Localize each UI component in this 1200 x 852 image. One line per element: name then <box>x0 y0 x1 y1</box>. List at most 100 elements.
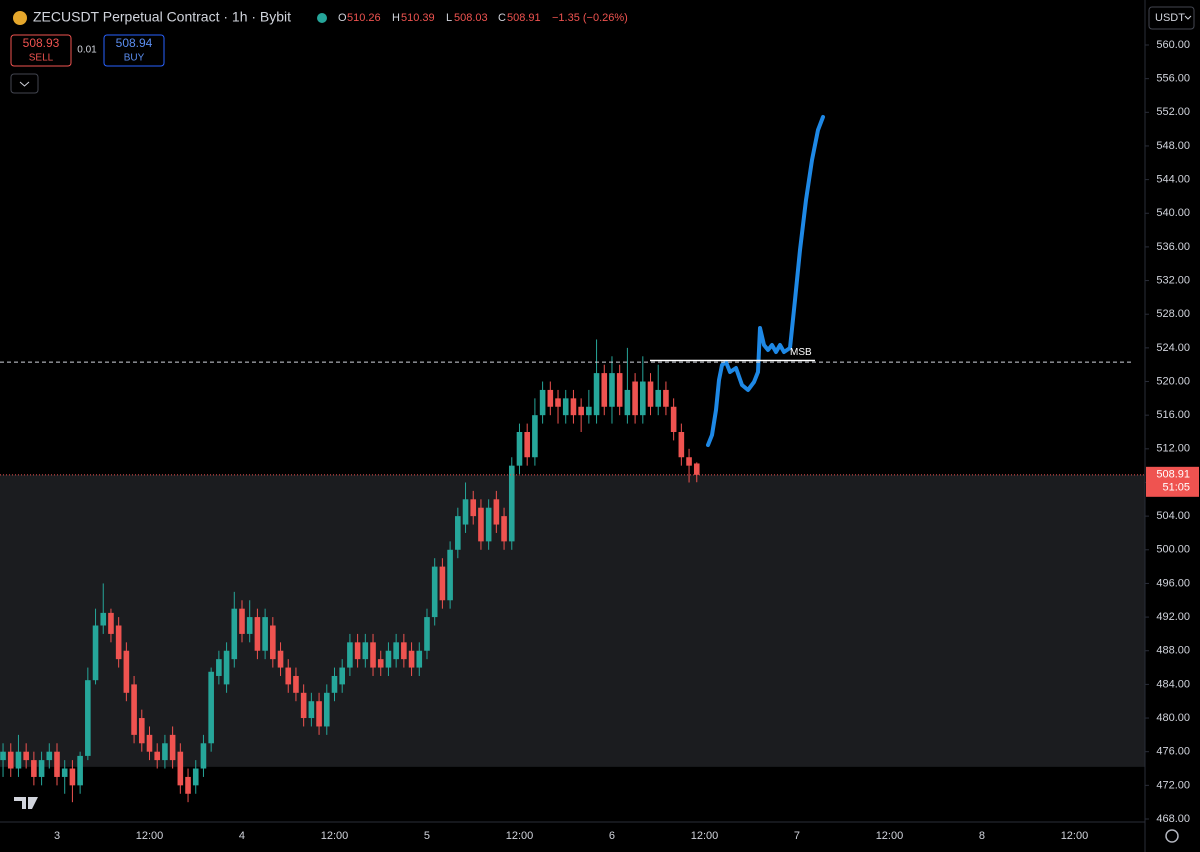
candle-body <box>146 734 153 752</box>
y-tick-label: 532.00 <box>1156 274 1190 286</box>
candle-body <box>131 684 137 735</box>
price-tag <box>1146 466 1199 497</box>
candle-body <box>77 755 83 786</box>
candle-body <box>316 701 322 727</box>
candle-body <box>655 389 662 407</box>
candle-body <box>123 650 130 693</box>
ohlc-value: 510.39 <box>401 12 435 24</box>
candle-body <box>223 650 230 685</box>
y-tick-label: 540.00 <box>1156 207 1190 219</box>
candle-body <box>616 373 623 407</box>
buy-label[interactable]: BUY <box>124 53 145 64</box>
candle-body <box>455 516 461 550</box>
candle-body <box>192 768 199 786</box>
candle-body <box>393 642 399 660</box>
candle-body <box>663 389 669 407</box>
candle-body <box>15 751 22 769</box>
ohlc-key: H <box>392 12 400 24</box>
y-tick-label: 472.00 <box>1156 779 1190 791</box>
candle-body <box>485 507 492 542</box>
sell-price[interactable]: 508.93 <box>23 36 60 50</box>
x-tick-label: 3 <box>54 830 60 842</box>
candle-body <box>270 625 276 660</box>
y-tick-label: 500.00 <box>1156 544 1190 556</box>
y-tick-label: 492.00 <box>1156 611 1190 623</box>
candle-body <box>647 381 654 407</box>
y-tick-label: 512.00 <box>1156 443 1190 455</box>
price-tag-countdown: 51:05 <box>1162 482 1190 494</box>
y-tick-label: 520.00 <box>1156 375 1190 387</box>
ohlc-value: 508.91 <box>507 12 541 24</box>
status-dot <box>317 13 327 23</box>
y-tick-label: 548.00 <box>1156 140 1190 152</box>
y-tick-label: 480.00 <box>1156 712 1190 724</box>
candle-body <box>624 389 631 416</box>
settings-icon[interactable] <box>1165 829 1179 843</box>
candle-body <box>447 549 453 601</box>
candle-body <box>640 381 646 416</box>
ohlc-value: 510.26 <box>347 12 381 24</box>
y-tick-label: 552.00 <box>1156 106 1190 118</box>
candle-body <box>501 516 507 542</box>
candle-body <box>54 751 60 777</box>
currency[interactable]: USDT <box>1155 12 1185 24</box>
price-tag-value: 508.91 <box>1156 469 1190 481</box>
candle-body <box>254 617 261 651</box>
candle-body <box>300 692 307 719</box>
candle-body <box>7 751 14 769</box>
collapse-button[interactable] <box>10 73 39 94</box>
x-tick-label: 5 <box>424 830 430 842</box>
y-tick-label: 524.00 <box>1156 342 1190 354</box>
candle-body <box>354 642 361 660</box>
change: −1.35 (−0.26%) <box>552 12 628 24</box>
y-tick-label: 476.00 <box>1156 746 1190 758</box>
candle-body <box>532 415 538 458</box>
candle-body <box>46 751 53 761</box>
candle-body <box>632 381 638 416</box>
coin-icon <box>13 11 27 25</box>
msb-label: MSB <box>790 347 812 358</box>
projection-drawing <box>706 115 825 447</box>
sell-button[interactable] <box>10 34 72 67</box>
candle-body <box>100 612 107 626</box>
candle-body <box>439 566 446 601</box>
x-tick-label: 12:00 <box>1061 830 1089 842</box>
candle-body <box>693 463 700 475</box>
candle-body <box>85 680 91 756</box>
candle-body <box>0 751 6 761</box>
y-tick-label: 488.00 <box>1156 645 1190 657</box>
candle-body <box>262 617 268 651</box>
currency-button[interactable] <box>1148 6 1195 30</box>
candle-body <box>177 751 184 786</box>
x-tick-label: 12:00 <box>506 830 534 842</box>
candle-body <box>385 650 392 668</box>
candle-body <box>493 499 500 525</box>
candle-body <box>185 776 191 794</box>
buy-price[interactable]: 508.94 <box>116 36 153 50</box>
candle-body <box>601 373 608 407</box>
y-tick-label: 560.00 <box>1156 39 1190 51</box>
candle-body <box>609 373 615 407</box>
x-tick-label: 12:00 <box>321 830 349 842</box>
candle-body <box>424 617 430 651</box>
candle-body <box>285 667 292 685</box>
buy-button[interactable] <box>103 34 165 67</box>
candle-body <box>516 432 523 466</box>
candle-body <box>562 398 569 416</box>
candle-body <box>416 650 423 668</box>
candle-body <box>138 718 145 744</box>
candle-body <box>231 608 238 660</box>
candle-body <box>686 457 692 466</box>
candle-body <box>323 692 330 727</box>
sell-label[interactable]: SELL <box>29 53 54 64</box>
candle-body <box>408 650 415 668</box>
candle-body <box>478 507 484 542</box>
candle-body <box>586 406 592 416</box>
candle-body <box>370 642 376 668</box>
candle-body <box>470 499 477 517</box>
y-tick-label: 556.00 <box>1156 73 1190 85</box>
x-tick-label: 4 <box>239 830 245 842</box>
candle-body <box>593 373 600 416</box>
x-tick-label: 7 <box>794 830 800 842</box>
